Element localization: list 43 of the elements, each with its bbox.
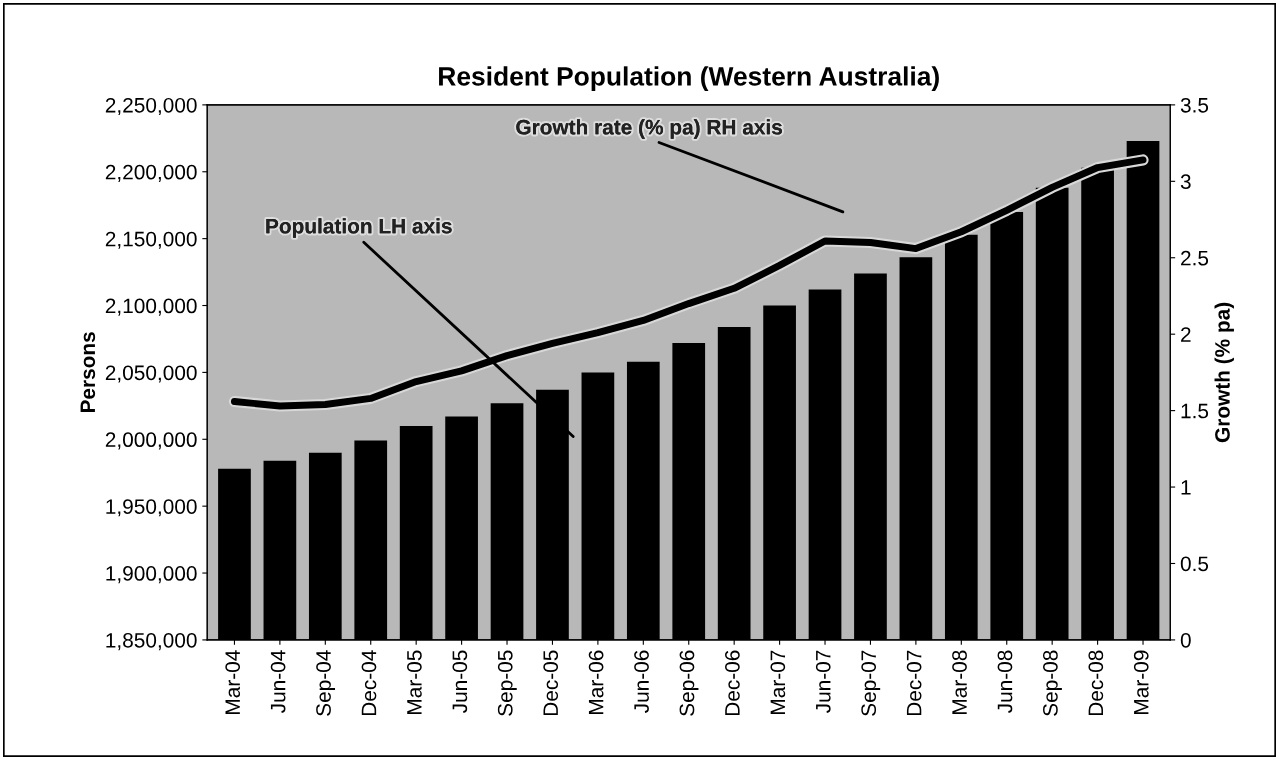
y2-tick-label: 1 [1181, 480, 1191, 495]
y2-tick-label: 2 [1181, 327, 1191, 342]
y-tick-label: 2,150,000 [105, 231, 197, 249]
y-tick-label: 1,900,000 [106, 566, 197, 584]
x-tick-label: Mar-05 [407, 650, 422, 714]
y2-tick-label: 2.5 [1181, 250, 1209, 266]
x-tick-label: Dec-05 [543, 650, 559, 716]
y2-tick-label: 1.5 [1181, 403, 1209, 419]
x-tick-label: Dec-06 [725, 650, 740, 716]
x-tick-label: Mar-07 [770, 650, 786, 714]
x-tick-label: Mar-06 [588, 650, 604, 714]
x-tick-label: Jun-06 [634, 650, 649, 714]
x-tick-label: Sep-07 [861, 650, 881, 716]
y-tick-label: 2,050,000 [105, 365, 197, 383]
y-tick-label: 2,000,000 [105, 432, 197, 450]
y2-tick-label: 3 [1180, 174, 1191, 190]
y2-tick-label: 0 [1180, 632, 1191, 648]
annotation: Growth rate (% pa) RH axis [516, 119, 782, 139]
x-tick-label: Jun-07 [815, 650, 831, 714]
x-tick-label: Sep-08 [1043, 650, 1062, 716]
x-tick-label: Mar-04 [225, 650, 241, 714]
x-tick-label: Sep-05 [497, 650, 517, 716]
y2-tick-label: 3.5 [1180, 97, 1209, 113]
chart-title: Resident Population (Western Australia) [439, 66, 939, 91]
y2-tick-label: 0.5 [1180, 556, 1209, 572]
annotation: Population LH axis [266, 218, 452, 238]
y-tick-label: 1,850,000 [106, 632, 197, 651]
y-tick-label: 2,250,000 [105, 97, 197, 116]
y-tick-label: 1,950,000 [106, 499, 197, 517]
x-tick-label: Dec-07 [906, 650, 922, 716]
y-axis-title: Persons [80, 332, 96, 413]
x-tick-label: Sep-06 [679, 650, 699, 716]
x-tick-label: Sep-04 [316, 650, 336, 716]
x-tick-label: Mar-09 [1133, 650, 1149, 714]
y-tick-label: 2,100,000 [105, 298, 197, 316]
x-tick-label: Jun-08 [997, 650, 1013, 714]
x-tick-label: Dec-04 [361, 650, 377, 716]
y2-axis-title: Growth (% pa) [1214, 302, 1234, 443]
x-tick-label: Jun-04 [270, 650, 286, 714]
x-tick-label: Mar-08 [952, 650, 967, 714]
x-tick-label: Dec-08 [1088, 650, 1104, 716]
y-tick-label: 2,200,000 [105, 164, 197, 182]
x-tick-label: Jun-05 [452, 650, 468, 714]
